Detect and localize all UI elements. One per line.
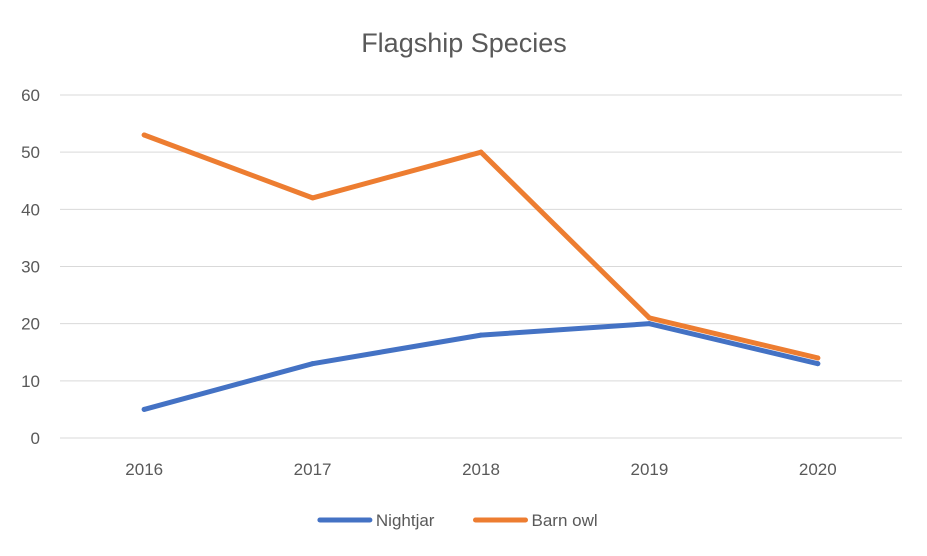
x-tick-label: 2019 [630, 460, 668, 479]
data-point [310, 195, 316, 201]
y-tick-label: 40 [21, 200, 40, 219]
legend: Nightjar Barn owl [317, 511, 598, 530]
legend-label: Nightjar [376, 511, 435, 530]
data-point [815, 361, 821, 367]
x-tick-label: 2020 [799, 460, 837, 479]
y-tick-label: 50 [21, 143, 40, 162]
y-tick-label: 10 [21, 372, 40, 391]
series-lines [141, 132, 821, 412]
y-tick-label: 0 [31, 429, 40, 448]
data-point [646, 321, 652, 327]
data-point [310, 361, 316, 367]
y-tick-label: 30 [21, 258, 40, 277]
data-point [141, 132, 147, 138]
y-axis-ticks: 0 10 20 30 40 50 60 [21, 86, 40, 448]
data-point [815, 355, 821, 361]
series-line-barn-owl [141, 132, 821, 361]
y-tick-label: 20 [21, 315, 40, 334]
data-point [478, 332, 484, 338]
data-point [478, 149, 484, 155]
gridlines [60, 94, 902, 439]
x-axis-ticks: 2016 2017 2018 2019 2020 [125, 460, 836, 479]
x-tick-label: 2016 [125, 460, 163, 479]
data-point [646, 315, 652, 321]
legend-label: Barn owl [532, 511, 598, 530]
chart-title: Flagship Species [361, 28, 567, 58]
x-tick-label: 2018 [462, 460, 500, 479]
data-point [141, 406, 147, 412]
y-tick-label: 60 [21, 86, 40, 105]
x-tick-label: 2017 [294, 460, 332, 479]
